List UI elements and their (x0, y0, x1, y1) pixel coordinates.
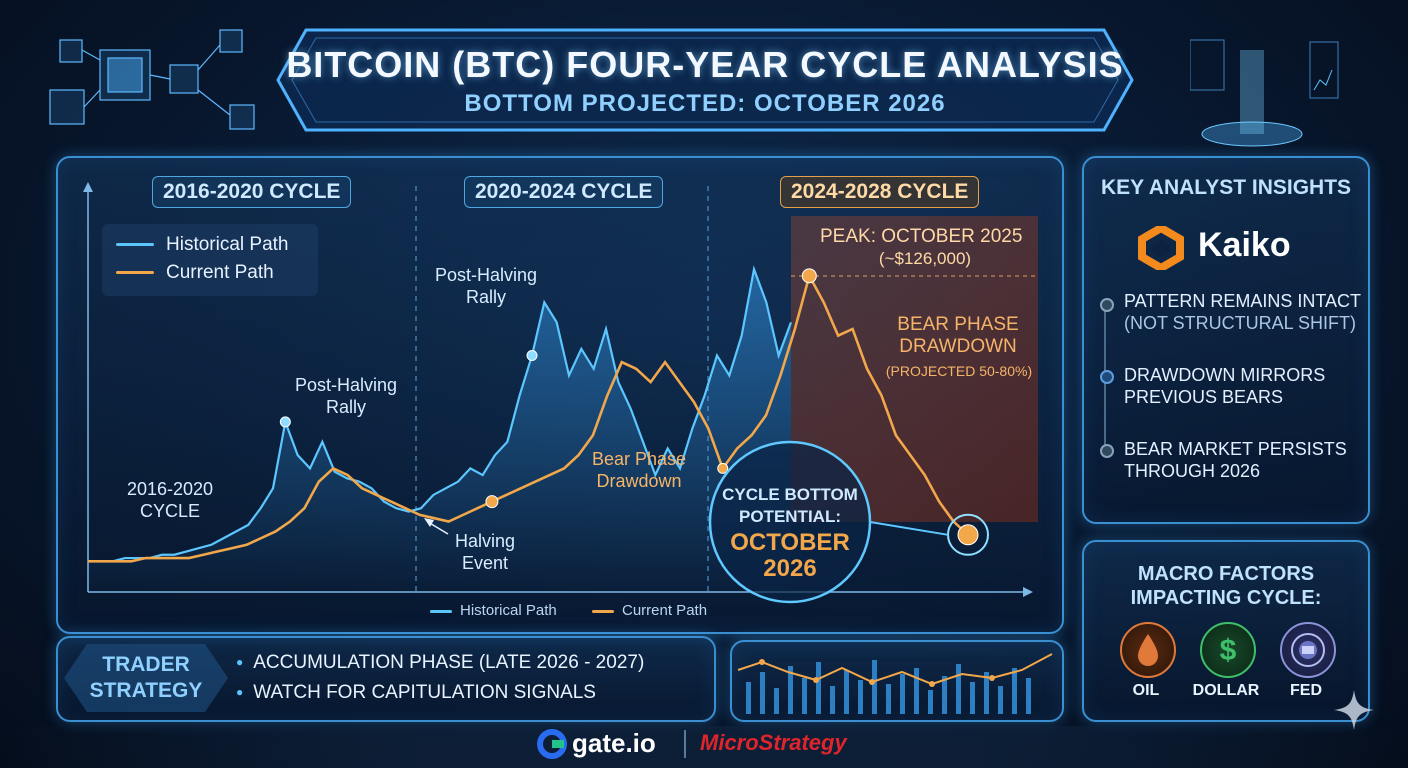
cycle-bottom-title: CYCLE BOTTOM POTENTIAL: (722, 485, 858, 526)
legend-current: Current Path (116, 262, 274, 284)
main-title: BITCOIN (BTC) FOUR-YEAR CYCLE ANALYSIS (286, 44, 1124, 85)
insight-bullet-1 (1100, 298, 1114, 312)
bear-phase-projection: (PROJECTED 50-80%) (885, 363, 1033, 379)
peak-marker-2020 (526, 350, 538, 362)
cycle-chart (83, 182, 1038, 604)
strategy-item-1: ACCUMULATION PHASE (LATE 2026 - 2027) (236, 652, 644, 674)
insight-sub-1: (NOT STRUCTURAL SHIFT) (1124, 313, 1356, 333)
insight-item-1: PATTERN REMAINS INTACT (NOT STRUCTURAL S… (1124, 290, 1364, 334)
peak-price: (~$126,000) (878, 249, 972, 268)
cycle-label-annotation: 2016-2020 CYCLE (126, 479, 214, 521)
y-axis-arrow (83, 182, 93, 192)
insight-item-3: BEAR MARKET PERSISTS THROUGH 2026 (1124, 439, 1347, 481)
insight-bullet-2 (1100, 370, 1114, 384)
insights-panel: KEY ANALYST INSIGHTS Kaiko PATTERN REMAI… (1082, 156, 1370, 524)
subtitle: BOTTOM PROJECTED: OCTOBER 2026 (464, 90, 946, 117)
svg-text:$: $ (1220, 634, 1237, 667)
cycle-bottom-date: OCTOBER 2026 (730, 529, 850, 582)
mini-ticker-chart (730, 640, 1064, 722)
macro-label-dollar: DOLLAR (1192, 682, 1260, 699)
bottom-legend-current: Current Path (592, 602, 707, 619)
insight-main-1: PATTERN REMAINS INTACT (1124, 291, 1362, 311)
macro-title: MACRO FACTORS IMPACTING CYCLE: (1130, 563, 1322, 609)
historical-path-line (88, 265, 793, 563)
kaiko-logo: Kaiko (1138, 222, 1338, 272)
bear-phase-annotation: Bear Phase Drawdown (591, 449, 687, 491)
fed-seal-icon (1280, 622, 1336, 678)
mini-chart-graphic (737, 653, 1053, 714)
footer-divider (684, 730, 686, 758)
historical-area (88, 269, 791, 590)
halving-marker (485, 495, 499, 509)
cycle-bottom-marker (957, 524, 979, 546)
cycle-bottom-connector (869, 521, 949, 536)
kaiko-text: Kaiko (1198, 226, 1291, 264)
cycle-tag-2016-2020: 2016-2020 CYCLE (152, 176, 352, 208)
x-axis-arrow (1023, 587, 1033, 597)
cycle-tag-2024-2028: 2024-2028 CYCLE (780, 176, 980, 208)
cycle-tag-2020-2024: 2020-2024 CYCLE (464, 176, 664, 208)
legend-historical: Historical Path (116, 234, 289, 256)
macro-label-oil: OIL (1132, 682, 1160, 699)
gate-io-icon (537, 729, 567, 759)
halving-arrow-head (424, 518, 434, 527)
strategy-panel: TRADER STRATEGY ACCUMULATION PHASE (LATE… (56, 636, 716, 722)
chart-legend: Historical Path Current Path (102, 224, 318, 296)
strategy-label: TRADER STRATEGY (89, 653, 203, 702)
oil-drop-icon (1120, 622, 1176, 678)
peak-marker-2016 (279, 416, 291, 428)
post-halving-annotation-1: Post-Halving Rally (294, 375, 398, 417)
bottom-legend-historical: Historical Path (430, 602, 557, 619)
insight-bullet-3 (1100, 444, 1114, 458)
peak-marker-2025 (801, 268, 817, 284)
macro-panel: MACRO FACTORS IMPACTING CYCLE: $ OIL DOL… (1082, 540, 1370, 722)
insight-item-2: DRAWDOWN MIRRORS PREVIOUS BEARS (1124, 365, 1326, 407)
strategy-item-2: WATCH FOR CAPITULATION SIGNALS (236, 682, 596, 704)
insights-title: KEY ANALYST INSIGHTS (1100, 176, 1352, 199)
halving-event-annotation: Halving Event (454, 531, 516, 573)
dollar-icon: $ (1200, 622, 1256, 678)
title-banner: BITCOIN (BTC) FOUR-YEAR CYCLE ANALYSIS B… (276, 28, 1134, 132)
current-path-line (88, 272, 969, 563)
bear-bottom-marker (717, 462, 729, 474)
macro-label-fed: FED (1290, 682, 1322, 699)
strategy-label-box (64, 644, 228, 712)
peak-label: PEAK: OCTOBER 2025 (820, 226, 1023, 247)
microstrategy-logo: MicroStrategy (700, 730, 847, 755)
bear-phase-title: BEAR PHASE DRAWDOWN (897, 314, 1019, 357)
sparkle-icon (1334, 690, 1374, 730)
post-halving-annotation-2: Post-Halving Rally (434, 265, 538, 307)
hologram-decoration (1190, 39, 1339, 147)
kaiko-icon (1138, 226, 1184, 270)
blockchain-cubes-decoration (49, 29, 255, 130)
footer-bar (0, 726, 1408, 768)
gate-io-logo: gate.io (572, 728, 656, 758)
